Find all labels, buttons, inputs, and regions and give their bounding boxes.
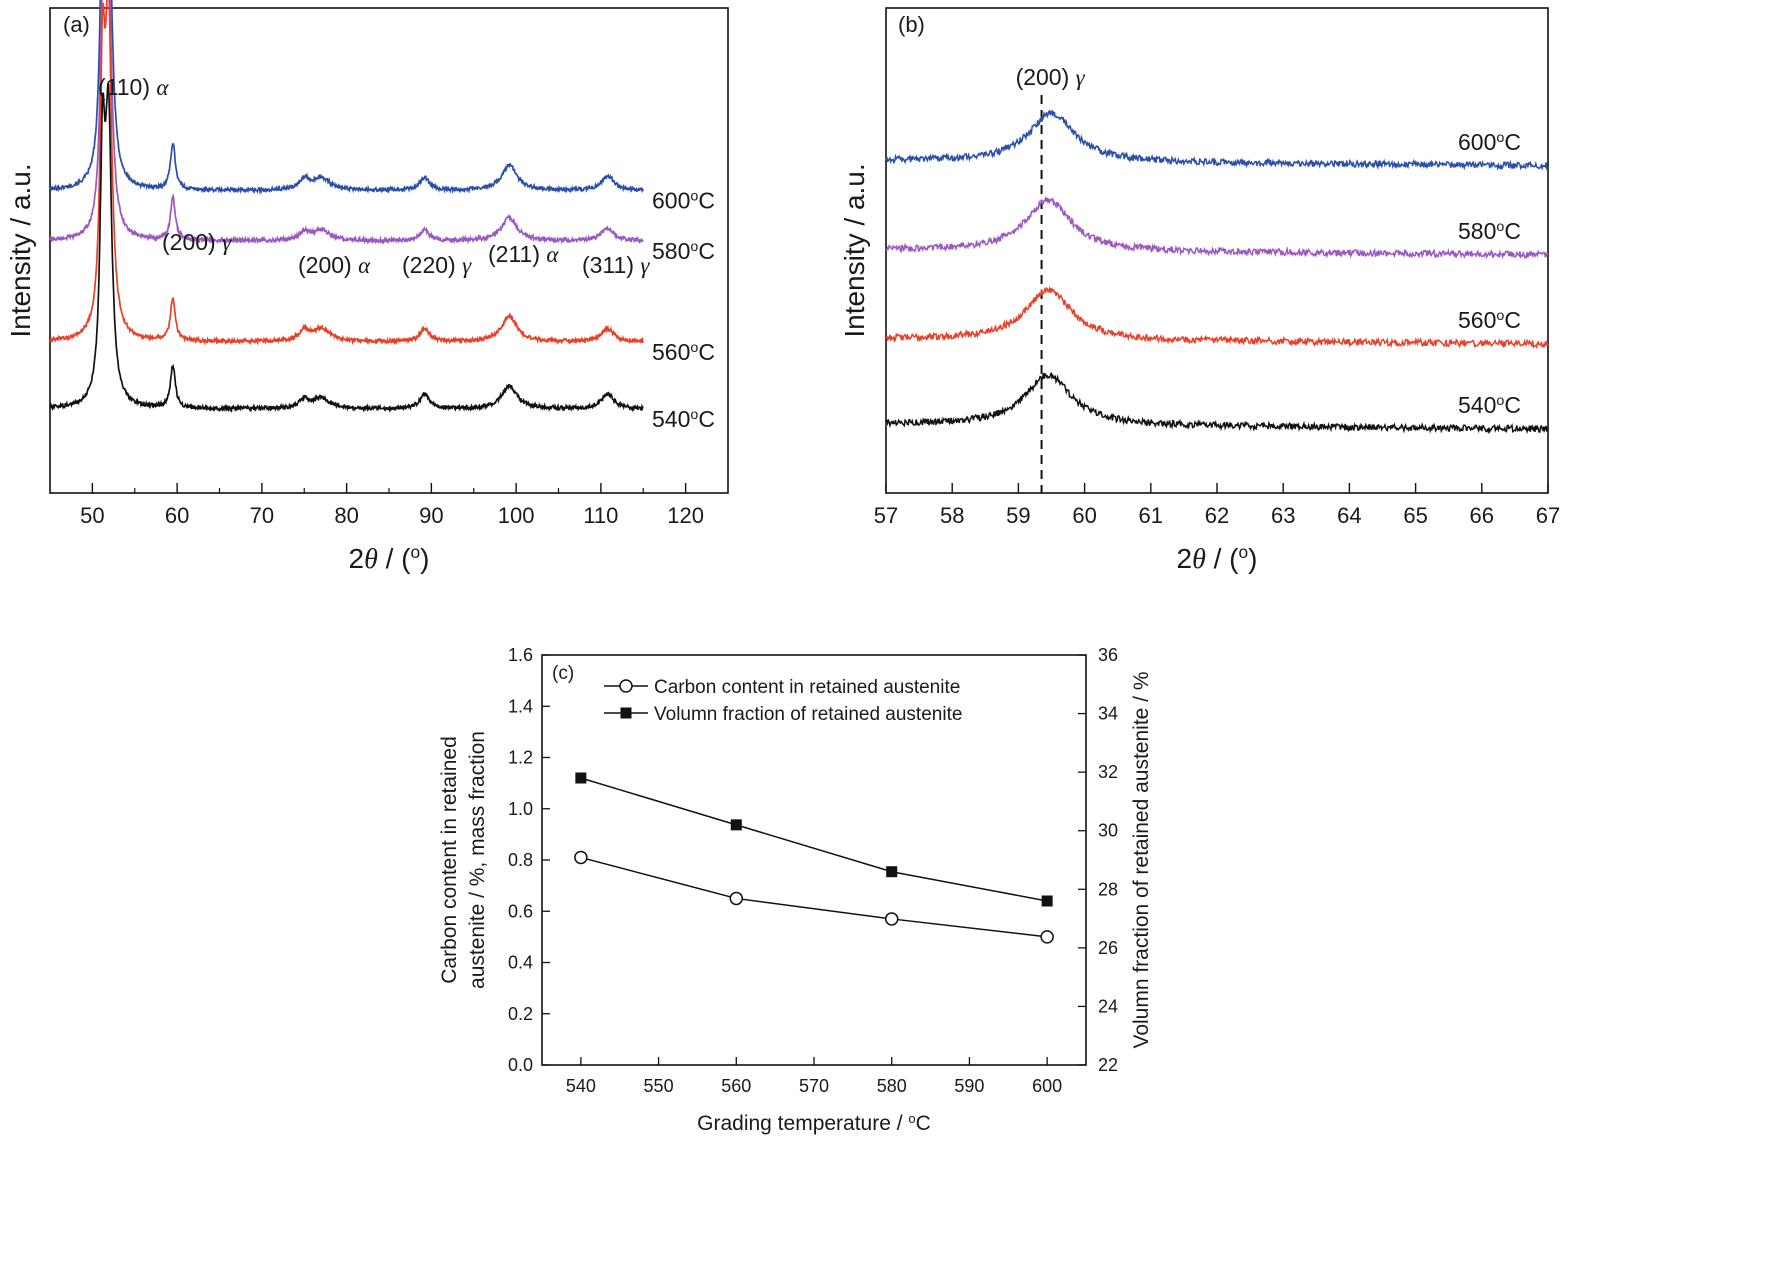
series-label-a: 540oC [652,406,715,432]
marker-volume-fraction [886,866,898,878]
xrd-line-b-540c [885,372,1549,435]
y2-tick-label-c: 30 [1098,821,1118,841]
peak-label-a: (211) α [488,241,559,267]
x-tick-label-a: 70 [250,503,274,528]
xrd-line-540c [49,82,644,414]
x-tick-label-b: 57 [874,503,898,528]
y-tick-label-c: 0.4 [508,953,533,973]
legend-label-carbon-content: Carbon content in retained austenite [654,677,960,698]
x-tick-label-b: 63 [1271,503,1295,528]
series-label-b: 540oC [1458,392,1521,418]
x-tick-label-b: 61 [1139,503,1163,528]
y2-tick-label-c: 22 [1098,1055,1118,1075]
y-axis-title-b: Intensity / a.u. [839,163,870,337]
y-axis-title-a: Intensity / a.u. [5,163,36,337]
legend-marker-carbon-content [619,679,633,693]
xrd-line-560c [49,0,644,346]
x-tick-label-a: 120 [667,503,704,528]
x-tick-label-c: 580 [877,1076,907,1096]
x-tick-label-c: 540 [566,1076,596,1096]
series-label-b: 580oC [1458,218,1521,244]
y-axis-title-c-line2: austenite / %, mass fraction [466,731,489,989]
peak-label-a: (200) γ [162,229,232,255]
marker-carbon-content [729,891,744,906]
x-tick-label-c: 600 [1032,1076,1062,1096]
x-tick-label-b: 67 [1536,503,1560,528]
panel-label-a: (a) [63,12,90,37]
y2-tick-label-c: 36 [1098,645,1118,665]
legend-marker-volume-fraction [620,707,632,719]
marker-volume-fraction [575,772,587,784]
peak-label-a: (220) γ [402,252,472,278]
series-label-a: 560oC [652,339,715,365]
y-tick-label-c: 0.0 [508,1055,533,1075]
panel-label-c: (c) [552,663,574,684]
x-axis-title-b: 2θ / (o) [1177,542,1258,575]
x-tick-label-b: 59 [1006,503,1030,528]
series-label-b: 600oC [1458,129,1521,155]
xrd-line-b-560c [885,285,1549,350]
x-tick-label-a: 80 [334,503,358,528]
marker-carbon-content [1040,930,1054,944]
x-tick-label-a: 90 [419,503,443,528]
y-tick-label-c: 0.2 [508,1004,533,1024]
x-tick-label-b: 66 [1470,503,1494,528]
series-label-a: 580oC [652,238,715,264]
marker-volume-fraction [730,819,742,831]
panel-a: (a) 50 60 70 80 90 100 110 120 2θ / (o) Intensity … [5,0,729,575]
y-tick-label-c: 1.6 [508,645,533,665]
series-line-volume-fraction [580,777,1048,902]
x-tick-label-a: 50 [80,503,104,528]
series-label-a: 600oC [652,188,715,214]
series-label-b: 560oC [1458,307,1521,333]
x-tick-label-b: 60 [1072,503,1096,528]
x-tick-label-c: 590 [954,1076,984,1096]
x-tick-label-a: 110 [583,503,618,528]
marker-volume-fraction [1041,895,1053,907]
y-tick-label-c: 1.0 [508,799,533,819]
xrd-line-b-600c [885,109,1549,171]
x-tick-label-a: 100 [498,503,535,528]
y2-tick-label-c: 32 [1098,762,1118,782]
panel-b: (b) 57 58 59 60 61 62 63 64 65 66 67 2θ / (o) Intensi… [839,7,1560,575]
xrd-line-600c [49,0,644,195]
y-tick-label-c: 0.6 [508,901,533,921]
x-tick-label-a: 60 [165,503,189,528]
y-axis-title-c: Carbon content in retained [438,736,461,984]
xrd-line-b-580c [885,195,1549,260]
marker-carbon-content [884,912,899,926]
x-tick-label-c: 550 [644,1076,674,1096]
y2-tick-label-c: 24 [1098,996,1118,1016]
panel-c: (c) 540 550 560 570 580 590 600 0.0 0.2 0.4 0.6 0.8 1… [438,645,1153,1135]
x-axis-title-a: 2θ / (o) [349,542,430,575]
legend-label-volume-fraction: Volumn fraction of retained austenite [654,704,962,725]
x-tick-label-b: 58 [940,503,964,528]
peak-label-a: (200) α [298,252,371,278]
x-tick-label-b: 64 [1337,503,1361,528]
x-tick-label-b: 65 [1403,503,1427,528]
peak-label-a: (110) α [98,74,169,100]
x-tick-label-b: 62 [1205,503,1229,528]
reference-label-b: (200) γ [1016,64,1086,90]
y-tick-label-c: 1.4 [508,696,533,716]
x-tick-label-c: 560 [721,1076,751,1096]
marker-carbon-content [574,850,588,865]
peak-label-a: (311) γ [582,252,650,278]
x-tick-label-c: 570 [799,1076,829,1096]
y2-tick-label-c: 26 [1098,938,1118,958]
y2-tick-label-c: 28 [1098,879,1118,899]
panel-label-b: (b) [898,12,925,37]
y2-axis-title-c: Volumn fraction of retained austenite / … [1130,671,1153,1048]
x-axis-title-c: Grading temperature / oC [697,1111,931,1136]
y-tick-label-c: 1.2 [508,748,533,768]
xrd-line-580c [49,0,644,245]
series-line-carbon-content [580,856,1048,938]
y-tick-label-c: 0.8 [508,850,533,870]
y2-tick-label-c: 34 [1098,704,1118,724]
